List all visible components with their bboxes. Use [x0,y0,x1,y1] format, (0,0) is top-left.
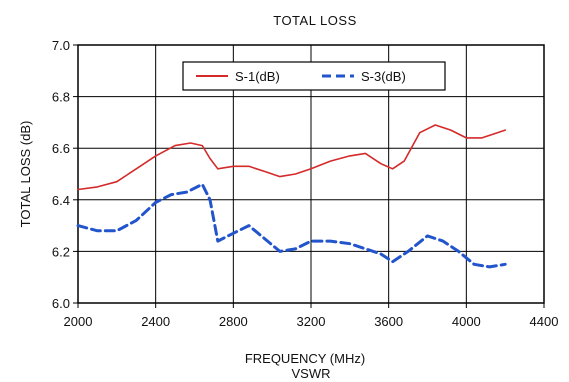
footer-label: VSWR [292,366,331,381]
y-tick-label: 6.2 [52,244,70,259]
series-line-s3 [76,182,507,269]
series-layer [76,124,507,269]
x-tick-label: 4400 [530,314,559,329]
chart-title: TOTAL LOSS [273,13,357,28]
legend-label-s1: S-1(dB) [235,69,280,84]
legend-label-s3: S-3(dB) [361,69,406,84]
y-tick-label: 6.4 [52,193,70,208]
series-line-s1 [77,124,506,191]
legend-box [182,61,446,91]
x-tick-label: 2000 [64,314,93,329]
y-axis-label: TOTAL LOSS (dB) [18,121,33,228]
legend: S-1(dB) S-3(dB) [182,61,446,91]
x-axis-label: FREQUENCY (MHz) [245,351,365,366]
x-tick-label: 3600 [374,314,403,329]
x-tick-label: 3200 [297,314,326,329]
y-tick-label: 6.6 [52,141,70,156]
y-tick-label: 6.0 [52,296,70,311]
x-tick-label: 2400 [141,314,170,329]
y-tick-label: 7.0 [52,38,70,53]
x-tick-label: 4000 [452,314,481,329]
x-tick-label: 2800 [219,314,248,329]
y-tick-label: 6.8 [52,90,70,105]
x-tick-labels: 2000 2400 2800 3200 3600 4000 4400 [64,314,559,329]
y-tick-labels: 6.0 6.2 6.4 6.6 6.8 7.0 [52,38,70,311]
plot-frame [77,44,545,304]
